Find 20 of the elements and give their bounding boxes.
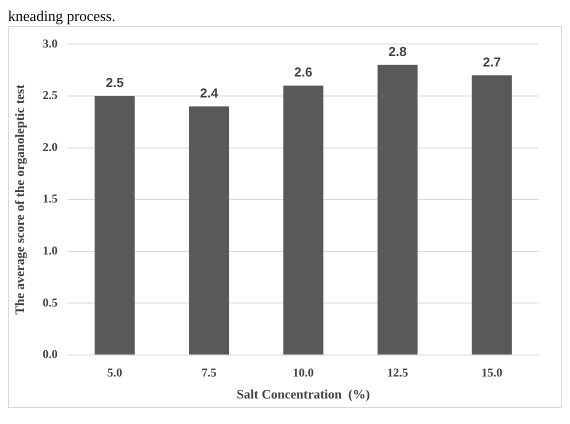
y-axis-title: The average score of the organoleptic test (12, 84, 28, 315)
x-tick-label: 12.5 (387, 365, 408, 380)
data-label: 2.6 (294, 64, 312, 80)
x-tick-label: 5.0 (107, 365, 122, 380)
y-tick-label: 0.5 (42, 295, 58, 310)
x-tick-label: 7.5 (202, 365, 217, 380)
y-tick-label: 1.0 (42, 243, 58, 258)
y-tick-label: 2.5 (42, 88, 58, 102)
data-label: 2.8 (388, 44, 407, 59)
y-tick-label: 2.0 (42, 140, 58, 154)
x-axis-title: Salt Concentration (%) (236, 386, 370, 402)
data-label: 2.4 (200, 85, 219, 100)
y-tick-label: 3.0 (42, 36, 58, 50)
x-tick-label: 15.0 (481, 365, 502, 380)
x-tick-label: 10.0 (292, 365, 314, 380)
data-label: 2.7 (482, 54, 501, 70)
y-tick-label: 0.0 (42, 347, 58, 362)
data-label: 2.5 (106, 75, 124, 90)
text: kneading process. (8, 8, 116, 26)
y-tick-label: 1.5 (42, 192, 58, 206)
